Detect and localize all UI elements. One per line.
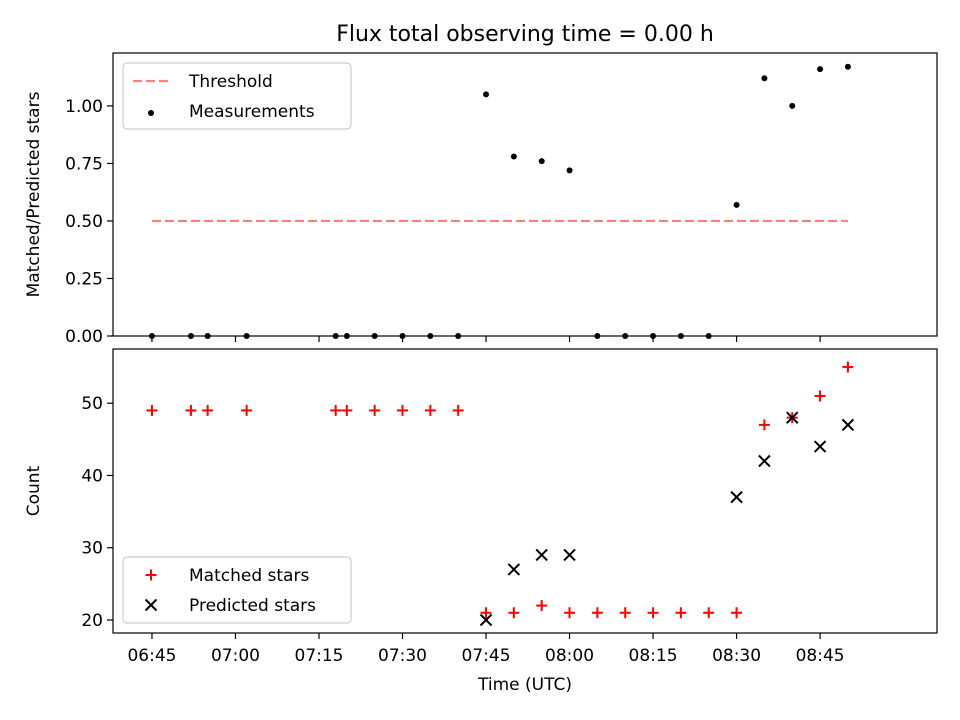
data-point: [483, 91, 490, 98]
y-tick-label: 0.50: [65, 212, 103, 232]
data-point: [675, 607, 687, 619]
data-point: [510, 153, 517, 160]
data-point: [817, 66, 824, 73]
x-tick-label: 06:45: [127, 646, 176, 666]
data-point: [814, 390, 826, 402]
chart-title: Flux total observing time = 0.00 h: [336, 22, 714, 47]
x-tick-label: 08:15: [629, 646, 678, 666]
data-point: [146, 404, 158, 416]
data-point: [563, 548, 576, 562]
data-point: [452, 404, 464, 416]
legend-swatch: [145, 569, 157, 581]
data-point: [424, 404, 436, 416]
data-point: [844, 63, 851, 70]
data-point: [619, 607, 631, 619]
data-point: [566, 167, 573, 174]
axes-frame: [112, 52, 938, 337]
top-panel: 0.00 0.25 0.50 0.75 1.00 Matched/Predicted st…: [24, 52, 938, 347]
data-point: [703, 607, 715, 619]
y-axis-label: Count: [24, 465, 44, 516]
series-matched-stars: [146, 361, 854, 619]
data-point: [786, 411, 799, 424]
data-point: [185, 404, 197, 416]
axes-frame: [112, 348, 938, 634]
data-point: [733, 201, 740, 208]
x-tick-label: 07:45: [462, 646, 511, 666]
legend-label: Threshold: [188, 72, 273, 92]
x-tick-label: 07:00: [211, 646, 260, 666]
x-tick-label: 08:45: [796, 646, 845, 666]
legend-label: Predicted stars: [189, 596, 316, 616]
data-point: [507, 563, 521, 576]
data-point: [758, 419, 770, 431]
data-point: [647, 607, 659, 619]
y-tick-label: 1.00: [65, 97, 103, 117]
data-point: [731, 607, 743, 619]
legend: Matched stars Predicted stars: [122, 556, 352, 624]
data-point: [508, 607, 520, 619]
data-point: [538, 158, 545, 165]
data-point: [564, 607, 576, 619]
legend: Threshold Measurements: [122, 62, 352, 130]
data-point: [535, 548, 548, 562]
legend-box: [122, 556, 352, 624]
legend-label: Measurements: [189, 102, 315, 122]
y-tick-label: 40: [81, 466, 103, 486]
data-point: [241, 404, 253, 416]
data-point: [813, 440, 827, 453]
y-tick-label: 30: [81, 539, 103, 559]
data-point: [202, 404, 214, 416]
legend-swatch: [144, 598, 158, 612]
x-axis-label: Time (UTC): [477, 675, 572, 695]
data-point: [761, 75, 768, 82]
y-tick-label: 0.00: [65, 327, 103, 347]
legend-swatch: [148, 110, 154, 116]
y-tick-label: 0.25: [65, 269, 103, 289]
y-axis-label: Matched/Predicted stars: [24, 91, 44, 297]
data-point: [341, 404, 353, 416]
data-point: [330, 404, 342, 416]
series-predicted-stars: [479, 411, 855, 627]
x-tick-label: 07:15: [295, 646, 344, 666]
data-point: [479, 613, 493, 627]
data-point: [841, 418, 855, 432]
x-tick-label: 08:00: [545, 646, 594, 666]
data-point: [480, 607, 492, 619]
data-point: [369, 404, 381, 416]
data-point: [842, 361, 854, 373]
data-point: [758, 454, 771, 468]
data-point: [536, 600, 548, 612]
legend-box: [122, 62, 352, 130]
data-point: [591, 607, 603, 619]
legend-label: Matched stars: [189, 566, 309, 586]
y-tick-label: 50: [81, 394, 103, 414]
data-point: [789, 102, 796, 109]
x-tick-label: 07:30: [378, 646, 427, 666]
data-point: [397, 404, 409, 416]
bottom-panel: 20 30 40 50 06:45 07:00 07:15 07:30 07:45 08:00 08…: [24, 348, 938, 695]
data-point: [730, 490, 743, 504]
y-tick-label: 0.75: [65, 154, 103, 174]
y-tick-label: 20: [81, 611, 103, 631]
x-tick-label: 08:30: [712, 646, 761, 666]
